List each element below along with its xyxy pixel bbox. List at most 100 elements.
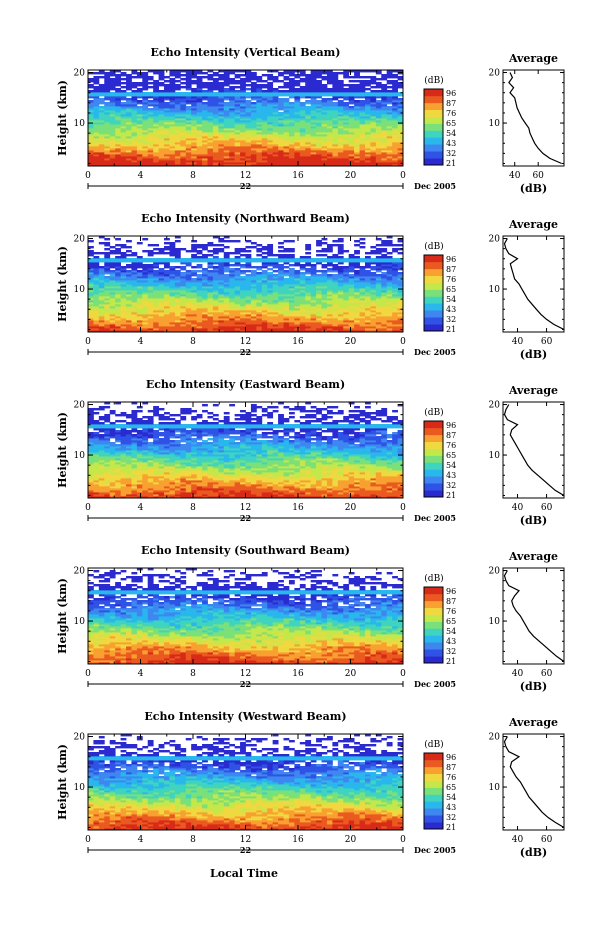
heatmap-cell (93, 98, 100, 101)
heatmap-cell (375, 90, 382, 93)
heatmap-cell (256, 148, 263, 151)
heatmap-cell (109, 70, 116, 73)
heatmap-cell (381, 294, 388, 297)
heatmap-cell (202, 286, 208, 289)
heatmap-cell (245, 160, 252, 163)
heatmap-cell (294, 262, 301, 265)
heatmap-cell (326, 270, 333, 273)
heatmap-cell (131, 100, 138, 103)
heatmap-cell (359, 84, 366, 87)
heatmap-cell (354, 328, 360, 331)
heatmap-cell (272, 88, 279, 91)
heatmap-cell (332, 274, 339, 277)
heatmap-cell (153, 110, 159, 113)
heatmap-cell (93, 146, 100, 149)
heatmap-cell (294, 134, 301, 137)
heatmap-cell (158, 82, 165, 85)
heatmap-cell (169, 286, 176, 289)
heatmap-cell (115, 276, 121, 279)
heatmap-cell (288, 292, 295, 295)
heatmap-cell (256, 296, 263, 299)
heatmap-cell (326, 256, 333, 259)
heatmap-cell (261, 108, 268, 111)
heatmap-cell (196, 142, 203, 145)
heatmap-cell (223, 124, 230, 127)
heatmap-cell (337, 132, 344, 135)
heatmap-cell (196, 76, 203, 79)
heatmap-cell (250, 158, 257, 161)
heatmap-cell (299, 274, 306, 277)
heatmap-cell (120, 82, 127, 85)
heatmap-cell (267, 130, 274, 133)
heatmap-cell (310, 286, 317, 289)
heatmap-cell (202, 326, 208, 329)
heatmap-cell (158, 74, 165, 77)
heatmap-cell (267, 112, 274, 115)
heatmap-cell (261, 324, 268, 327)
heatmap-cell (381, 328, 388, 331)
heatmap-cell (245, 296, 252, 299)
heatmap-cell (202, 280, 208, 283)
heatmap-cell (283, 154, 290, 157)
heatmap-cell (370, 130, 377, 133)
heatmap-cell (131, 296, 138, 299)
heatmap-cell (98, 76, 105, 79)
heatmap-cell (191, 312, 198, 315)
heatmap-cell (240, 156, 246, 159)
heatmap-cell (191, 124, 198, 127)
heatmap-cell (240, 112, 246, 115)
heatmap-cell (240, 126, 246, 129)
heatmap-cell (261, 114, 268, 117)
heatmap-cell (305, 120, 312, 123)
heatmap-cell (115, 264, 121, 267)
heatmap-cell (343, 158, 350, 161)
heatmap-cell (240, 260, 246, 263)
heatmap-cell (234, 90, 241, 93)
heatmap-cell (229, 70, 236, 73)
heatmap-cell (109, 94, 116, 97)
heatmap-cell (174, 72, 181, 75)
heatmap-cell (278, 284, 284, 287)
heatmap-cell (212, 266, 219, 269)
heatmap-cell (354, 94, 360, 97)
heatmap-cell (136, 314, 143, 317)
heatmap-cell (332, 132, 339, 135)
heatmap-cell (98, 160, 105, 163)
heatmap-cell (169, 80, 176, 83)
heatmap-cell (109, 96, 116, 99)
heatmap-cell (310, 158, 317, 161)
heatmap-cell (354, 142, 360, 145)
heatmap-cell (207, 242, 214, 245)
heatmap-cell (343, 88, 350, 91)
heatmap-cell (283, 290, 290, 293)
heatmap-cell (332, 316, 339, 319)
heatmap-cell (261, 322, 268, 325)
heatmap-cell (381, 76, 388, 79)
heatmap-cell (153, 80, 159, 83)
heatmap-cell (212, 258, 219, 261)
heatmap-cell (250, 272, 257, 275)
heatmap-cell (218, 152, 225, 155)
heatmap-cell (332, 160, 339, 163)
heatmap-cell (147, 136, 154, 139)
heatmap-cell (272, 152, 279, 155)
heatmap-cell (169, 90, 176, 93)
heatmap-cell (196, 118, 203, 121)
heatmap-cell (267, 122, 274, 125)
heatmap-cell (202, 96, 208, 99)
heatmap-cell (278, 158, 284, 161)
heatmap-cell (93, 312, 100, 315)
heatmap-cell (196, 298, 203, 301)
heatmap-cell (250, 128, 257, 131)
heatmap-cell (364, 272, 371, 275)
heatmap-cell (321, 146, 328, 149)
heatmap-cell (218, 96, 225, 99)
heatmap-cell (147, 274, 154, 277)
heatmap-cell (147, 132, 154, 135)
heatmap-cell (115, 314, 121, 317)
heatmap-cell (370, 252, 377, 255)
heatmap-cell (348, 260, 355, 263)
heatmap-cell (185, 258, 192, 261)
heatmap-cell (381, 152, 388, 155)
heatmap-cell (115, 124, 121, 127)
